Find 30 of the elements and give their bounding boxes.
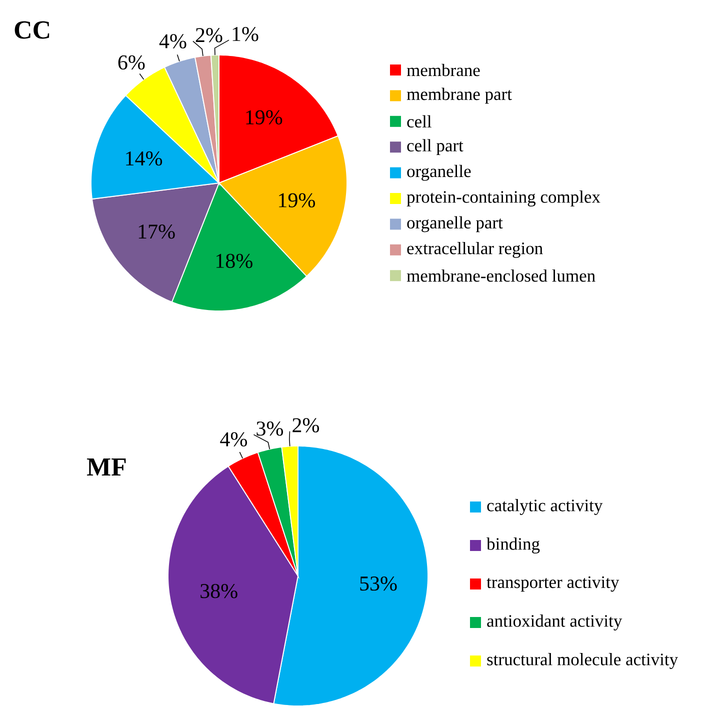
legend-label: transporter activity: [486, 576, 620, 592]
data-label: 2%: [292, 418, 319, 432]
data-label: 4%: [220, 432, 247, 446]
data-label: 6%: [118, 55, 145, 70]
data-label: 19%: [279, 193, 315, 208]
legend-label: membrane part: [406, 88, 512, 104]
data-label: 14%: [126, 151, 162, 166]
legend-label: cell: [407, 115, 432, 128]
legend-label: cell part: [407, 139, 464, 156]
legend-label: structural molecule activity: [487, 653, 678, 669]
data-label: 2%: [196, 28, 222, 42]
data-label: 3%: [256, 422, 283, 436]
legend-label: membrane-enclosed lumen: [406, 269, 596, 282]
data-label: 4%: [159, 34, 186, 48]
legend-label: catalytic activity: [487, 499, 603, 515]
data-label: 53%: [360, 576, 397, 591]
data-label: 18%: [216, 254, 252, 268]
legend-label: organelle: [407, 164, 471, 181]
legend-label: organelle part: [407, 216, 503, 232]
legend-label: extracellular region: [407, 242, 543, 258]
data-label: 17%: [138, 224, 175, 239]
data-label: 1%: [232, 26, 258, 42]
legend-label: protein-containing complex: [406, 190, 600, 206]
legend-label: binding: [486, 538, 540, 554]
data-label: 38%: [200, 584, 238, 598]
data-label: 19%: [246, 110, 282, 124]
text: MF: [86, 458, 126, 476]
legend-label: antioxidant activity: [487, 614, 622, 630]
legend-label: membrane: [406, 64, 480, 76]
chart-title: CC: [14, 21, 50, 39]
